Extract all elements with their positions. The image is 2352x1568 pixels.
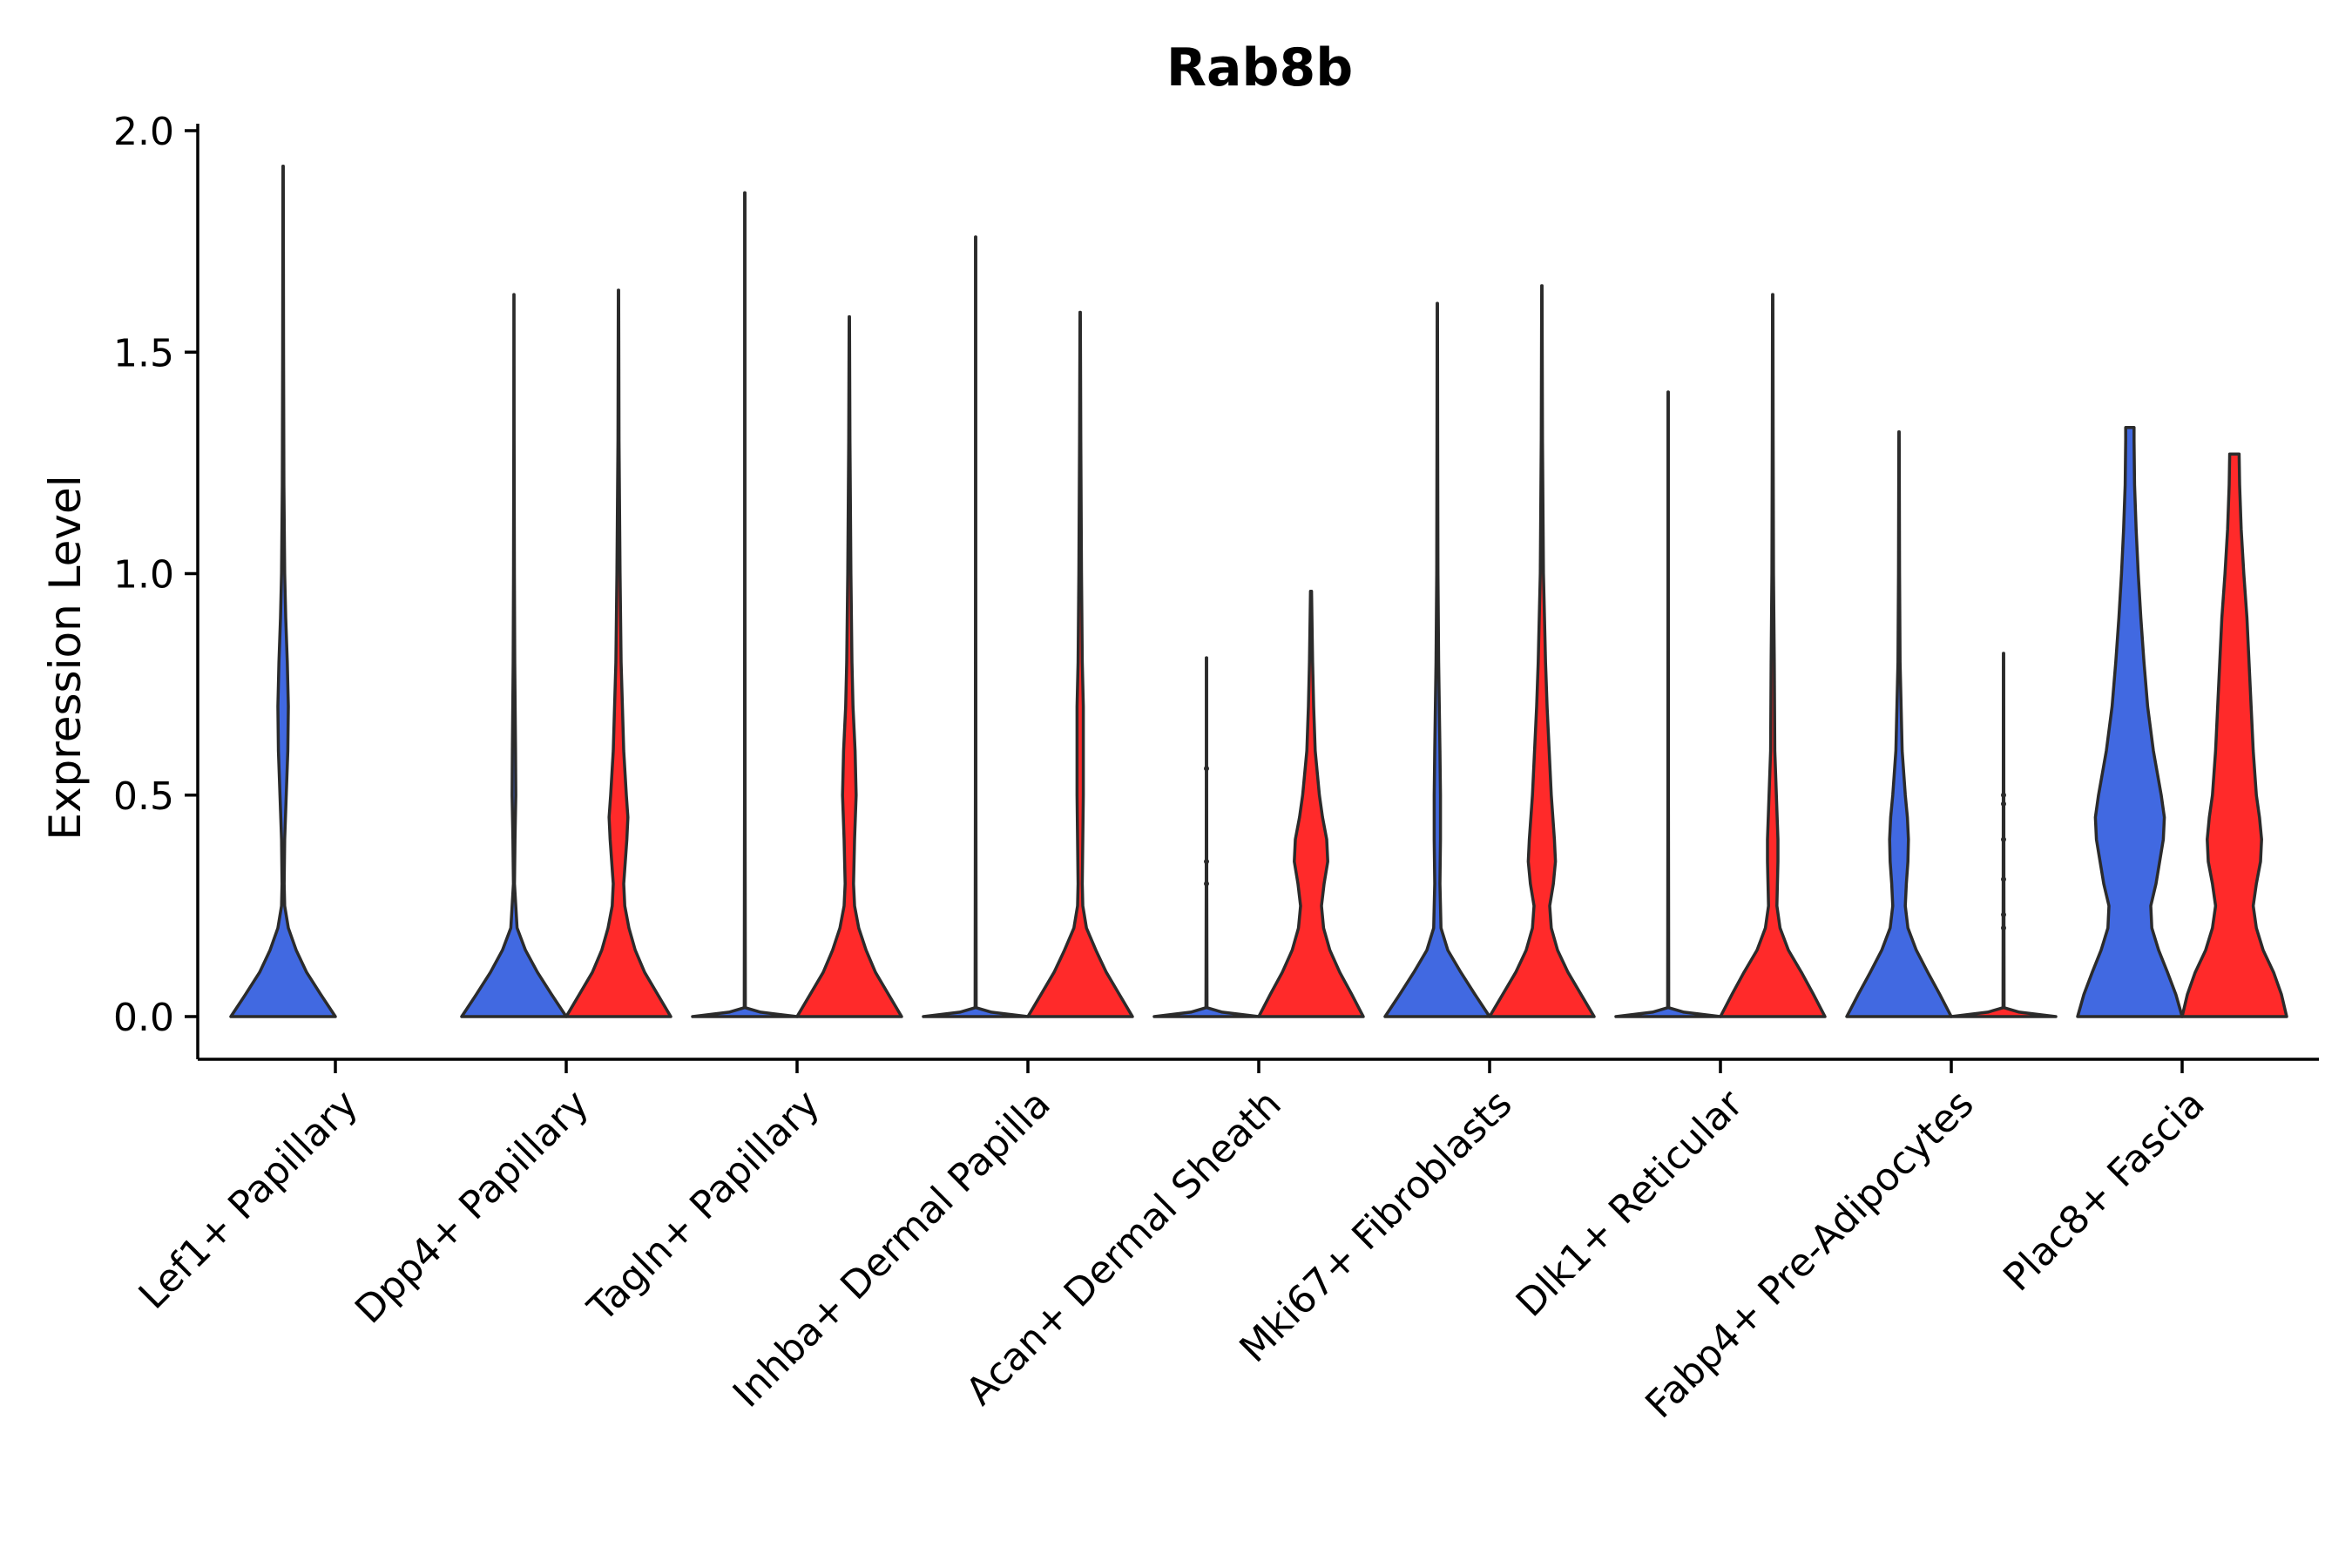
y-tick-label: 2.0 (113, 110, 174, 154)
violin-blue-4 (1152, 656, 1260, 1018)
outlier-point (1204, 766, 1209, 772)
violin-blue-3 (922, 235, 1030, 1018)
x-tick-label: Tagln+ Papillary (579, 1082, 828, 1331)
y-tick-label: 1.0 (113, 553, 174, 598)
outlier-point (2001, 801, 2006, 807)
violin-blue-1 (460, 293, 568, 1018)
y-tick-label: 0.5 (113, 774, 174, 819)
outlier-point (1204, 859, 1209, 865)
violin-layer (229, 164, 2288, 1018)
y-axis-label: Expression Level (40, 475, 91, 840)
violin-blue-0 (229, 164, 337, 1018)
outlier-point (2001, 836, 2006, 842)
violin-red-5 (1488, 284, 1596, 1018)
x-tick-label: Plac8+ Fascia (1995, 1082, 2213, 1301)
outlier-point (1204, 881, 1209, 887)
violin-red-7 (1950, 652, 2058, 1018)
y-tick-label: 0.0 (113, 996, 174, 1040)
violin-red-3 (1026, 310, 1134, 1018)
outlier-point (2001, 912, 2006, 918)
violin-blue-5 (1383, 301, 1491, 1018)
outlier-point (2001, 792, 2006, 798)
x-tick-label: Dlk1+ Reticular (1508, 1081, 1753, 1326)
y-ticks: 0.0 0.5 1.0 1.5 2.0 (113, 110, 198, 1040)
violin-red-6 (1719, 293, 1827, 1018)
violin-blue-7 (1845, 430, 1953, 1018)
x-tick-label: Lef1+ Papillary (131, 1082, 367, 1318)
violin-blue-2 (691, 191, 799, 1018)
violin-red-4 (1257, 590, 1365, 1018)
violin-blue-6 (1614, 390, 1722, 1018)
outlier-point (2001, 876, 2006, 882)
y-tick-label: 1.5 (113, 331, 174, 375)
violin-red-8 (2180, 452, 2288, 1018)
violin-red-2 (795, 314, 903, 1018)
violin-blue-8 (2076, 425, 2184, 1018)
x-tick-label: Dpp4+ Papillary (347, 1082, 598, 1333)
chart-title: Rab8b (1166, 37, 1353, 98)
outlier-point (2001, 925, 2006, 931)
violin-red-1 (564, 288, 672, 1018)
